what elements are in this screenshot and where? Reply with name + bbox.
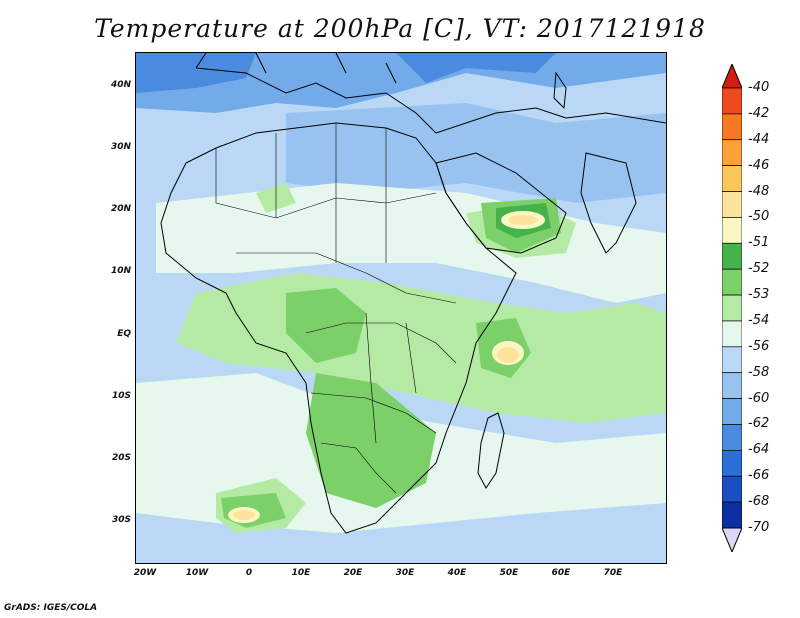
colorbar-swatch	[722, 527, 742, 552]
lat-label-10n: 10N	[110, 266, 131, 276]
colorbar-swatch	[722, 64, 742, 89]
madagascar-coast	[477, 412, 505, 489]
field-congo-green	[286, 288, 366, 363]
lat-label-20n: 20N	[110, 204, 131, 214]
colorbar-label: -66	[748, 468, 770, 484]
border-central	[305, 322, 457, 364]
colorbar-swatch	[722, 268, 742, 296]
colorbar-label: -44	[748, 131, 770, 147]
colorbar-label: -46	[748, 157, 770, 173]
colorbar-label: -60	[748, 390, 770, 406]
lon-label-40e: 40E	[447, 568, 467, 578]
lat-label-30n: 30N	[110, 142, 131, 152]
colorbar-swatch	[722, 398, 742, 425]
colorbar-swatch	[722, 320, 742, 348]
lon-label-10e: 10E	[291, 568, 311, 578]
credit-text: GrADS: IGES/COLA	[4, 603, 98, 613]
colorbar-swatch	[722, 346, 742, 374]
colorbar-label: -56	[748, 338, 770, 354]
coastlines	[160, 53, 666, 534]
colorbar-swatch	[722, 87, 742, 115]
lat-label-40n: 40N	[110, 80, 131, 90]
colorbar-label: -42	[748, 105, 770, 121]
border-sahel	[236, 252, 457, 304]
colorbar-label: -50	[748, 209, 770, 225]
lon-label-20w: 20W	[133, 568, 157, 578]
colorbar-label: -48	[748, 183, 770, 199]
colorbar-swatch	[722, 191, 742, 218]
colorbar-swatch	[722, 372, 742, 399]
lon-label-70e: 70E	[603, 568, 623, 578]
india-coast	[580, 152, 637, 254]
colorbar-swatch	[722, 424, 742, 451]
temperature-map	[135, 52, 667, 564]
colorbar-label: -58	[748, 364, 770, 380]
lon-label-20e: 20E	[343, 568, 363, 578]
lon-label-10w: 10W	[185, 568, 209, 578]
colorbar-label: -62	[748, 416, 770, 432]
warm-core-southwest-inner	[233, 510, 255, 520]
border-south-central	[310, 392, 437, 434]
lon-label-0: 0	[245, 568, 253, 578]
colorbar-swatch	[722, 113, 742, 141]
colorbar-swatch	[722, 501, 742, 529]
warm-core-east-inner	[497, 347, 519, 363]
colorbar-swatch	[722, 450, 742, 477]
colorbar-swatch	[722, 217, 742, 244]
country-borders	[215, 123, 457, 494]
lat-label-eq: EQ	[117, 329, 131, 339]
colorbar-label: -51	[748, 235, 770, 251]
caspian-coast	[553, 71, 567, 110]
border-sahara	[215, 148, 437, 219]
field-northwest-colder	[136, 53, 256, 93]
lon-label-50e: 50E	[499, 568, 519, 578]
europe-coast	[195, 53, 397, 84]
field-northeast-colder	[396, 53, 556, 83]
colorbar-label: -54	[748, 312, 770, 328]
colorbar-swatch	[722, 475, 742, 503]
colorbar-label: -64	[748, 442, 770, 458]
colorbar-swatch	[722, 242, 742, 270]
border-vertical	[365, 312, 417, 444]
chart-title: Temperature at 200hPa [C], VT: 201712191…	[94, 14, 706, 43]
lon-label-30e: 30E	[395, 568, 415, 578]
lon-label-60e: 60E	[551, 568, 571, 578]
colorbar-swatch	[722, 165, 742, 192]
lat-label-20s: 20S	[111, 453, 131, 463]
colorbar-label: -52	[748, 261, 770, 277]
asia-coast	[565, 112, 666, 124]
lat-label-10s: 10S	[111, 391, 131, 401]
lat-label-30s: 30S	[111, 515, 131, 525]
colorbar-label: -53	[748, 287, 770, 303]
warm-core-arabia-inner	[508, 215, 538, 225]
colorbar-label: -68	[748, 494, 770, 510]
border-north-africa	[275, 123, 387, 263]
field-southern-africa-green	[306, 373, 436, 508]
colorbar-swatch	[722, 294, 742, 322]
mediterranean-coast	[195, 67, 567, 134]
map-canvas	[136, 53, 666, 563]
colorbar	[722, 64, 742, 552]
border-southern	[320, 442, 397, 494]
colorbar-label: -40	[748, 80, 770, 95]
colorbar-label: -70	[748, 520, 770, 535]
colorbar-swatch	[722, 139, 742, 166]
arabia-coast	[435, 152, 567, 254]
africa-coast	[160, 122, 517, 534]
